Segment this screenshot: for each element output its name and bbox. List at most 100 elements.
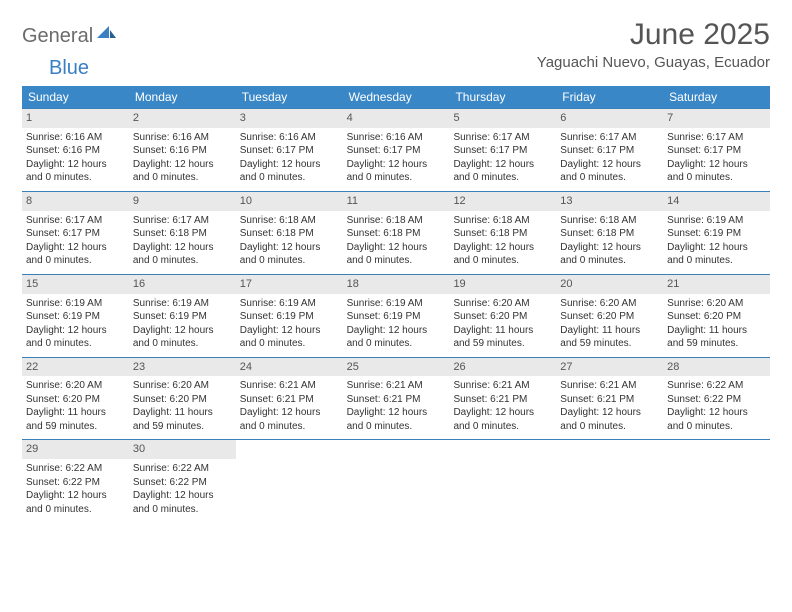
sunrise-line: Sunrise: 6:20 AM [453,297,552,311]
day-number: 18 [343,275,450,294]
day-number: 29 [22,440,129,459]
day-number: 21 [663,275,770,294]
sunrise-line: Sunrise: 6:20 AM [26,379,125,393]
daylight-line: Daylight: 12 hours and 0 minutes. [347,324,446,351]
day-cell: 5Sunrise: 6:17 AMSunset: 6:17 PMDaylight… [449,109,556,191]
day-number: 24 [236,358,343,377]
day-cell: 14 Sunrise: 6:19 AMSunset: 6:19 PMDayligh… [663,192,770,274]
sunset-line: Sunset: 6:17 PM [26,227,125,241]
day-number: 28 [663,358,770,377]
day-cell: 1Sunrise: 6:16 AMSunset: 6:16 PMDaylight… [22,109,129,191]
day-cell: 10Sunrise: 6:18 AMSunset: 6:18 PMDayligh… [236,192,343,274]
sunset-line: Sunset: 6:22 PM [667,393,766,407]
sunset-line: Sunset: 6:17 PM [560,144,659,158]
sunrise-line: Sunrise: 6:17 AM [26,214,125,228]
daylight-line: Daylight: 12 hours and 0 minutes. [667,406,766,433]
sunset-line: Sunset: 6:19 PM [347,310,446,324]
sunrise-line: Sunrise: 6:19 AM [347,297,446,311]
daylight-line: Daylight: 12 hours and 0 minutes. [453,241,552,268]
sunrise-line: Sunrise: 6:19 AM [667,214,766,228]
sunset-line: Sunset: 6:20 PM [26,393,125,407]
day-cell: 30Sunrise: 6:22 AMSunset: 6:22 PMDayligh… [129,440,236,522]
day-header-thu: Thursday [449,86,556,108]
day-header-mon: Monday [129,86,236,108]
sunset-line: Sunset: 6:20 PM [560,310,659,324]
day-number: 7 [663,109,770,128]
daylight-line: Daylight: 11 hours and 59 minutes. [26,406,125,433]
daylight-line: Daylight: 12 hours and 0 minutes. [26,241,125,268]
day-cell: 29Sunrise: 6:22 AMSunset: 6:22 PMDayligh… [22,440,129,522]
day-header-sat: Saturday [663,86,770,108]
day-number: 11 [343,192,450,211]
sunset-line: Sunset: 6:19 PM [26,310,125,324]
week-row: 29 Sunrise: 6:22 AM Sunset: 6:22 PMDayligh… [22,439,770,522]
daylight-line: Daylight: 12 hours and 0 minutes. [240,241,339,268]
day-header-tue: Tuesday [236,86,343,108]
day-cell: 20Sunrise: 6:20 AMSunset: 6:20 PMDayligh… [556,275,663,357]
week-row: 22Sunrise: 6:20 AMSunset: 6:20 PMDayligh… [22,357,770,440]
sunrise-line: Sunrise: 6:19 AM [26,297,125,311]
sunset-line: Sunset: 6:17 PM [667,144,766,158]
day-number: 17 [236,275,343,294]
sunrise-line: Sunrise: 6:22 AM [133,462,232,476]
day-number: 3 [236,109,343,128]
day-cell [663,440,770,522]
week-row: 1Sunrise: 6:16 AMSunset: 6:16 PMDaylight… [22,108,770,191]
day-cell: 24Sunrise: 6:21 AMSunset: 6:21 PMDayligh… [236,358,343,440]
day-number: 16 [129,275,236,294]
daylight-line: Daylight: 12 hours and 0 minutes. [26,158,125,185]
daylight-line: Daylight: 12 hours and 0 minutes. [560,406,659,433]
sunrise-line: Sunrise: 6:19 AM [133,297,232,311]
sunset-line: Sunset: 6:20 PM [133,393,232,407]
day-cell: 12Sunrise: 6:18 AMSunset: 6:18 PMDayligh… [449,192,556,274]
day-number: 10 [236,192,343,211]
day-cell: 11Sunrise: 6:18 AMSunset: 6:18 PMDayligh… [343,192,450,274]
day-number: 12 [449,192,556,211]
day-cell [449,440,556,522]
day-number: 20 [556,275,663,294]
day-number: 23 [129,358,236,377]
daylight-line: Daylight: 11 hours and 59 minutes. [560,324,659,351]
day-number: 14 [663,192,770,211]
sunrise-line: Sunrise: 6:16 AM [240,131,339,145]
day-number: 1 [22,109,129,128]
day-cell: 18 Sunrise: 6:19 AMSunset: 6:19 PMDayligh… [343,275,450,357]
sunset-line: Sunset: 6:21 PM [347,393,446,407]
day-cell: 15 Sunrise: 6:19 AMSunset: 6:19 PMDayligh… [22,275,129,357]
logo: General [22,18,117,48]
day-cell: 25Sunrise: 6:21 AMSunset: 6:21 PMDayligh… [343,358,450,440]
day-number: 9 [129,192,236,211]
day-header-row: Sunday Monday Tuesday Wednesday Thursday… [22,86,770,108]
day-cell: 9Sunrise: 6:17 AMSunset: 6:18 PMDaylight… [129,192,236,274]
sunset-line: Sunset: 6:19 PM [667,227,766,241]
day-number: 8 [22,192,129,211]
sunrise-line: Sunrise: 6:16 AM [133,131,232,145]
daylight-line: Daylight: 11 hours and 59 minutes. [453,324,552,351]
daylight-line: Daylight: 12 hours and 0 minutes. [667,241,766,268]
sunrise-line: Sunrise: 6:18 AM [560,214,659,228]
daylight-line: Daylight: 12 hours and 0 minutes. [560,241,659,268]
day-header-sun: Sunday [22,86,129,108]
sunset-line: Sunset: 6:21 PM [453,393,552,407]
sunset-line: Sunset: 6:18 PM [133,227,232,241]
calendar: Sunday Monday Tuesday Wednesday Thursday… [22,86,770,522]
daylight-line: Daylight: 12 hours and 0 minutes. [26,324,125,351]
day-number: 25 [343,358,450,377]
sunset-line: Sunset: 6:20 PM [667,310,766,324]
day-number: 15 [22,275,129,294]
daylight-line: Daylight: 12 hours and 0 minutes. [560,158,659,185]
weeks-container: 1Sunrise: 6:16 AMSunset: 6:16 PMDaylight… [22,108,770,522]
daylight-line: Daylight: 12 hours and 0 minutes. [133,324,232,351]
sunrise-line: Sunrise: 6:18 AM [453,214,552,228]
daylight-line: Daylight: 12 hours and 0 minutes. [347,158,446,185]
day-number: 26 [449,358,556,377]
daylight-line: Daylight: 12 hours and 0 minutes. [453,406,552,433]
day-cell: 23Sunrise: 6:20 AMSunset: 6:20 PMDayligh… [129,358,236,440]
day-cell: 21Sunrise: 6:20 AMSunset: 6:20 PMDayligh… [663,275,770,357]
sunset-line: Sunset: 6:22 PM [26,476,125,490]
day-cell [236,440,343,522]
daylight-line: Daylight: 12 hours and 0 minutes. [26,489,125,516]
day-cell: 6Sunrise: 6:17 AMSunset: 6:17 PMDaylight… [556,109,663,191]
sunrise-line: Sunrise: 6:16 AM [347,131,446,145]
daylight-line: Daylight: 11 hours and 59 minutes. [667,324,766,351]
